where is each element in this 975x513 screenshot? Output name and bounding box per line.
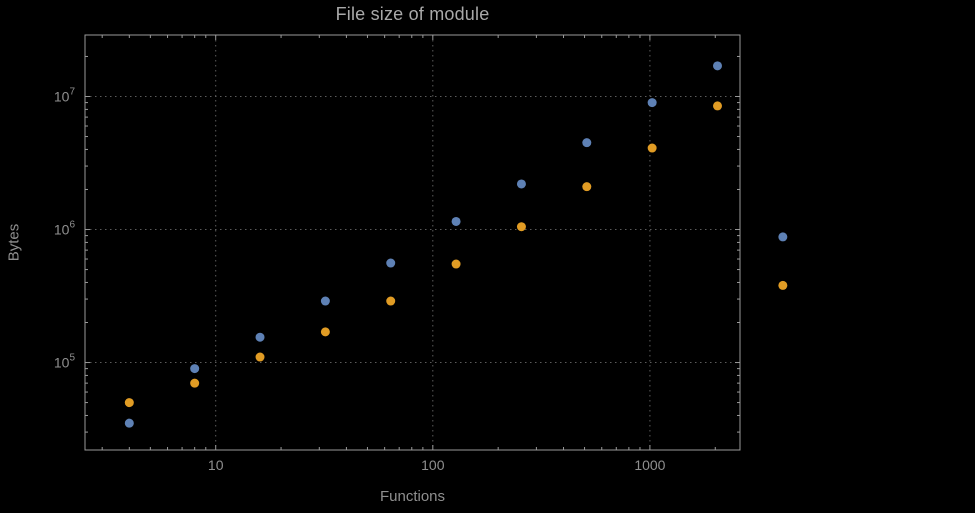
- plot-frame: [84, 34, 741, 451]
- data-point: [255, 352, 265, 362]
- y-tick-label: 107: [54, 87, 76, 105]
- data-point: [124, 418, 134, 428]
- data-point: [647, 98, 657, 108]
- data-point: [386, 258, 396, 268]
- x-tick-label: 10: [208, 457, 224, 473]
- data-point: [190, 364, 200, 374]
- data-point: [778, 232, 788, 242]
- y-tick-label: 106: [54, 220, 76, 238]
- data-point: [516, 222, 526, 232]
- data-point: [320, 327, 330, 337]
- data-point: [190, 378, 200, 388]
- x-axis-label: Functions: [379, 488, 446, 505]
- data-point: [647, 143, 657, 153]
- x-tick-label: 1000: [634, 457, 665, 473]
- y-tick-label: 105: [54, 353, 76, 371]
- plot-title: File size of module: [335, 4, 490, 24]
- data-point: [451, 259, 461, 269]
- data-point: [516, 179, 526, 189]
- x-tick-label: 100: [421, 457, 445, 473]
- data-point: [386, 296, 396, 306]
- data-point: [451, 216, 461, 226]
- data-point: [124, 398, 134, 408]
- data-point: [778, 280, 788, 290]
- data-point: [712, 101, 722, 111]
- data-point: [582, 182, 592, 192]
- data-point: [255, 332, 265, 342]
- data-point: [320, 296, 330, 306]
- data-point: [712, 61, 722, 71]
- data-point: [582, 138, 592, 148]
- y-axis-label: Bytes: [5, 223, 23, 262]
